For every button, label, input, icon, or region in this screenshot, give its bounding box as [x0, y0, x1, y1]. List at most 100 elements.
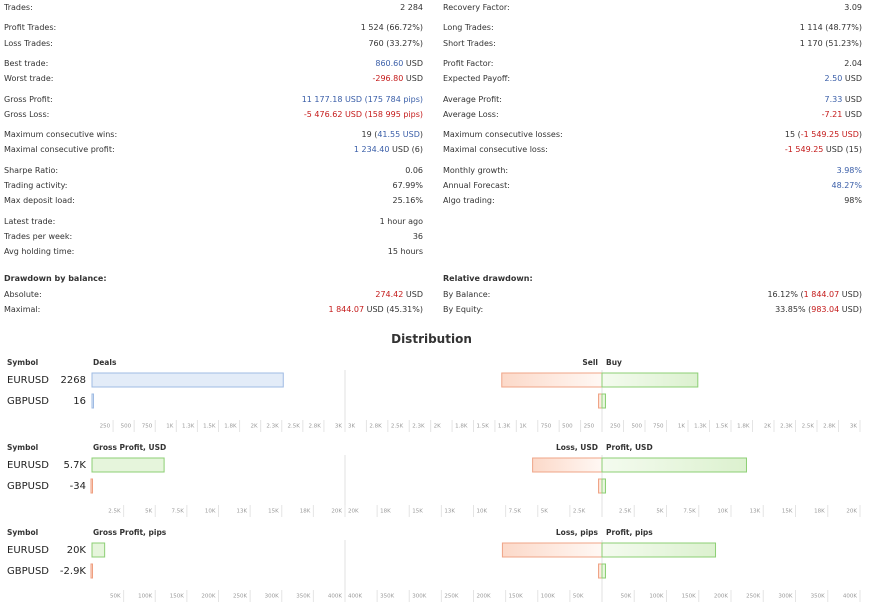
stat-value: 7.33 USD	[825, 94, 862, 106]
buy-tick-label: 250	[610, 424, 621, 430]
left-tick-label: 250	[100, 424, 111, 430]
sell-tick-label: 3K	[348, 424, 355, 430]
value-part: 19 (	[361, 130, 378, 140]
stat-value: 19 (41.55 USD)	[361, 129, 423, 141]
sell-bar	[598, 478, 603, 494]
sell-tick-label: 10K	[477, 509, 488, 515]
left-tick-label: 2.5K	[108, 509, 121, 515]
value-part: 98%	[844, 196, 862, 206]
stat-value: 1 114 (48.77%)	[800, 22, 862, 34]
value-part: 1 170 (51.23%)	[799, 38, 862, 48]
left-tick-label: 400K	[328, 594, 342, 600]
buy-header: Buy	[606, 358, 622, 367]
value-part: -296.80	[372, 74, 404, 84]
value-part: 860.60	[375, 58, 404, 68]
sell-tick-label: 13K	[444, 509, 455, 515]
value-part: )	[858, 130, 862, 140]
stat-value: 0.06	[405, 165, 423, 177]
sell-tick-label: 2.5K	[573, 509, 586, 515]
stat-value: 1 524 (66.72%)	[361, 22, 423, 34]
stat-value: 1 170 (51.23%)	[800, 38, 862, 50]
left-tick-label: 3K	[335, 424, 342, 430]
stat-label: Loss Trades:	[4, 38, 53, 48]
sell-header: Loss, pips	[556, 528, 599, 537]
sell-tick-label: 2.8K	[369, 424, 382, 430]
left-header: Gross Profit, USD	[93, 443, 166, 452]
sell-tick-label: 20K	[348, 509, 359, 515]
left-tick-label: 2.5K	[287, 424, 300, 430]
stat-label: Algo trading:	[443, 196, 495, 206]
left-tick-label: 150K	[170, 594, 184, 600]
value-part: 48.27%	[831, 181, 862, 190]
sell-tick-label: 400K	[348, 594, 362, 600]
stat-label: Annual Forecast:	[443, 181, 510, 190]
sell-tick-label: 500	[562, 424, 573, 430]
buy-bar	[601, 393, 606, 409]
value-part: -1 549.25 USD	[800, 130, 859, 140]
stat-label: Trading activity:	[4, 181, 68, 190]
bar	[91, 372, 284, 388]
left-tick-label: 100K	[138, 594, 152, 600]
value-part: USD)	[839, 290, 862, 299]
stat-label: Latest trade:	[4, 216, 56, 226]
sell-tick-label: 350K	[380, 594, 394, 600]
stat-value: 2.04	[844, 58, 862, 70]
left-tick-label: 13K	[237, 509, 248, 515]
left-header: Deals	[93, 358, 117, 367]
left-tick-label: 200K	[201, 594, 215, 600]
symbol: GBPUSD	[7, 481, 49, 492]
buy-tick-label: 3K	[850, 424, 857, 430]
value-part: 11 177.18 USD (175 784 pips)	[301, 94, 423, 104]
bar-negative	[90, 478, 93, 494]
row-total: 5.7K	[64, 460, 87, 471]
sell-tick-label: 50K	[573, 594, 584, 600]
left-tick-label: 250K	[233, 594, 247, 600]
value-part: 25.16%	[392, 196, 423, 206]
stat-label: Avg holding time:	[4, 247, 75, 257]
left-tick-label: 1.3K	[182, 424, 195, 430]
sell-tick-label: 1.8K	[455, 424, 468, 430]
left-tick-label: 5K	[145, 509, 152, 515]
left-tick-label: 2.8K	[309, 424, 322, 430]
buy-bar	[601, 372, 699, 388]
buy-tick-label: 10K	[717, 509, 728, 515]
buy-tick-label: 1.3K	[694, 424, 707, 430]
sell-tick-label: 5K	[541, 509, 548, 515]
value-part: )	[419, 130, 423, 140]
stat-label: Profit Trades:	[4, 23, 57, 33]
sell-tick-label: 7.5K	[509, 509, 522, 515]
stat-value: 274.42 USD	[375, 289, 423, 301]
stat-label: Maximum consecutive wins:	[4, 130, 118, 140]
symbol-header: Symbol	[7, 358, 38, 367]
buy-tick-label: 2K	[764, 424, 771, 430]
stat-label: By Equity:	[443, 305, 484, 315]
stat-label: Monthly growth:	[443, 165, 509, 175]
value-part: 0.06	[405, 165, 423, 175]
value-part: 274.42	[375, 290, 404, 299]
value-part: 1 114 (48.77%)	[799, 23, 862, 33]
value-part: 1 844.07	[803, 290, 840, 299]
value-part: 1 234.40	[353, 145, 390, 155]
value-part: USD (45.31%)	[364, 305, 423, 315]
value-part: -7.21	[821, 109, 843, 119]
value-part: 1 524 (66.72%)	[360, 23, 423, 33]
stat-value: 1 844.07 USD (45.31%)	[328, 304, 423, 316]
buy-tick-label: 1K	[678, 424, 685, 430]
buy-tick-label: 50K	[621, 594, 632, 600]
buy-tick-label: 5K	[656, 509, 663, 515]
sell-tick-label: 250	[584, 424, 595, 430]
stat-label: Worst trade:	[4, 74, 54, 84]
stat-value: -7.21 USD	[822, 109, 862, 121]
stat-value: 2.50 USD	[825, 73, 862, 85]
value-part: USD	[842, 74, 862, 84]
value-part: 3.98%	[836, 165, 862, 175]
symbol-header: Symbol	[7, 443, 38, 452]
distribution-title: Distribution	[391, 332, 472, 346]
buy-tick-label: 7.5K	[683, 509, 696, 515]
sell-tick-label: 1.5K	[477, 424, 490, 430]
left-tick-label: 300K	[265, 594, 279, 600]
value-part: USD (6)	[389, 145, 423, 155]
sell-tick-label: 100K	[541, 594, 555, 600]
stat-value: 16.12% (1 844.07 USD)	[767, 289, 862, 301]
value-part: USD	[403, 58, 423, 68]
